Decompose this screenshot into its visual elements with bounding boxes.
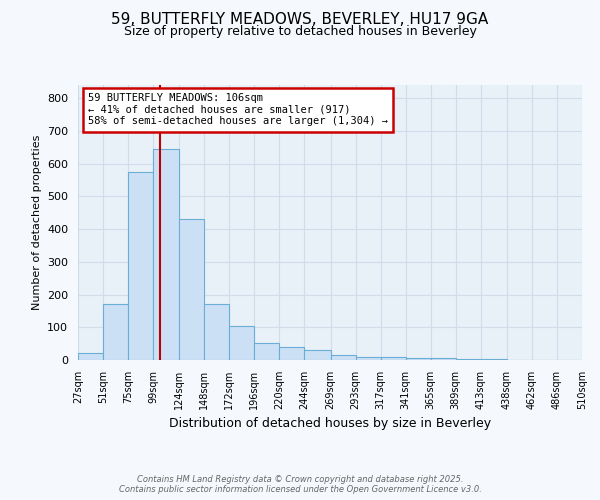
Bar [153, 149, 179, 360]
Bar [304, 350, 331, 360]
Bar [204, 304, 229, 360]
Text: 59 BUTTERFLY MEADOWS: 106sqm
← 41% of detached houses are smaller (917)
58% of s: 59 BUTTERFLY MEADOWS: 106sqm ← 41% of de… [88, 93, 388, 126]
Bar [406, 358, 431, 360]
Bar [356, 357, 380, 360]
Bar [103, 304, 128, 360]
Bar [254, 343, 280, 360]
Bar [280, 347, 304, 360]
Bar [229, 326, 254, 360]
Bar [128, 172, 153, 360]
Bar [331, 356, 356, 360]
Bar [456, 359, 481, 360]
Text: 59, BUTTERFLY MEADOWS, BEVERLEY, HU17 9GA: 59, BUTTERFLY MEADOWS, BEVERLEY, HU17 9G… [112, 12, 488, 28]
Bar [431, 358, 456, 360]
X-axis label: Distribution of detached houses by size in Beverley: Distribution of detached houses by size … [169, 418, 491, 430]
Bar [78, 354, 103, 360]
Bar [380, 357, 406, 360]
Text: Contains HM Land Registry data © Crown copyright and database right 2025.
Contai: Contains HM Land Registry data © Crown c… [119, 474, 481, 494]
Bar [179, 219, 204, 360]
Y-axis label: Number of detached properties: Number of detached properties [32, 135, 41, 310]
Text: Size of property relative to detached houses in Beverley: Size of property relative to detached ho… [124, 25, 476, 38]
